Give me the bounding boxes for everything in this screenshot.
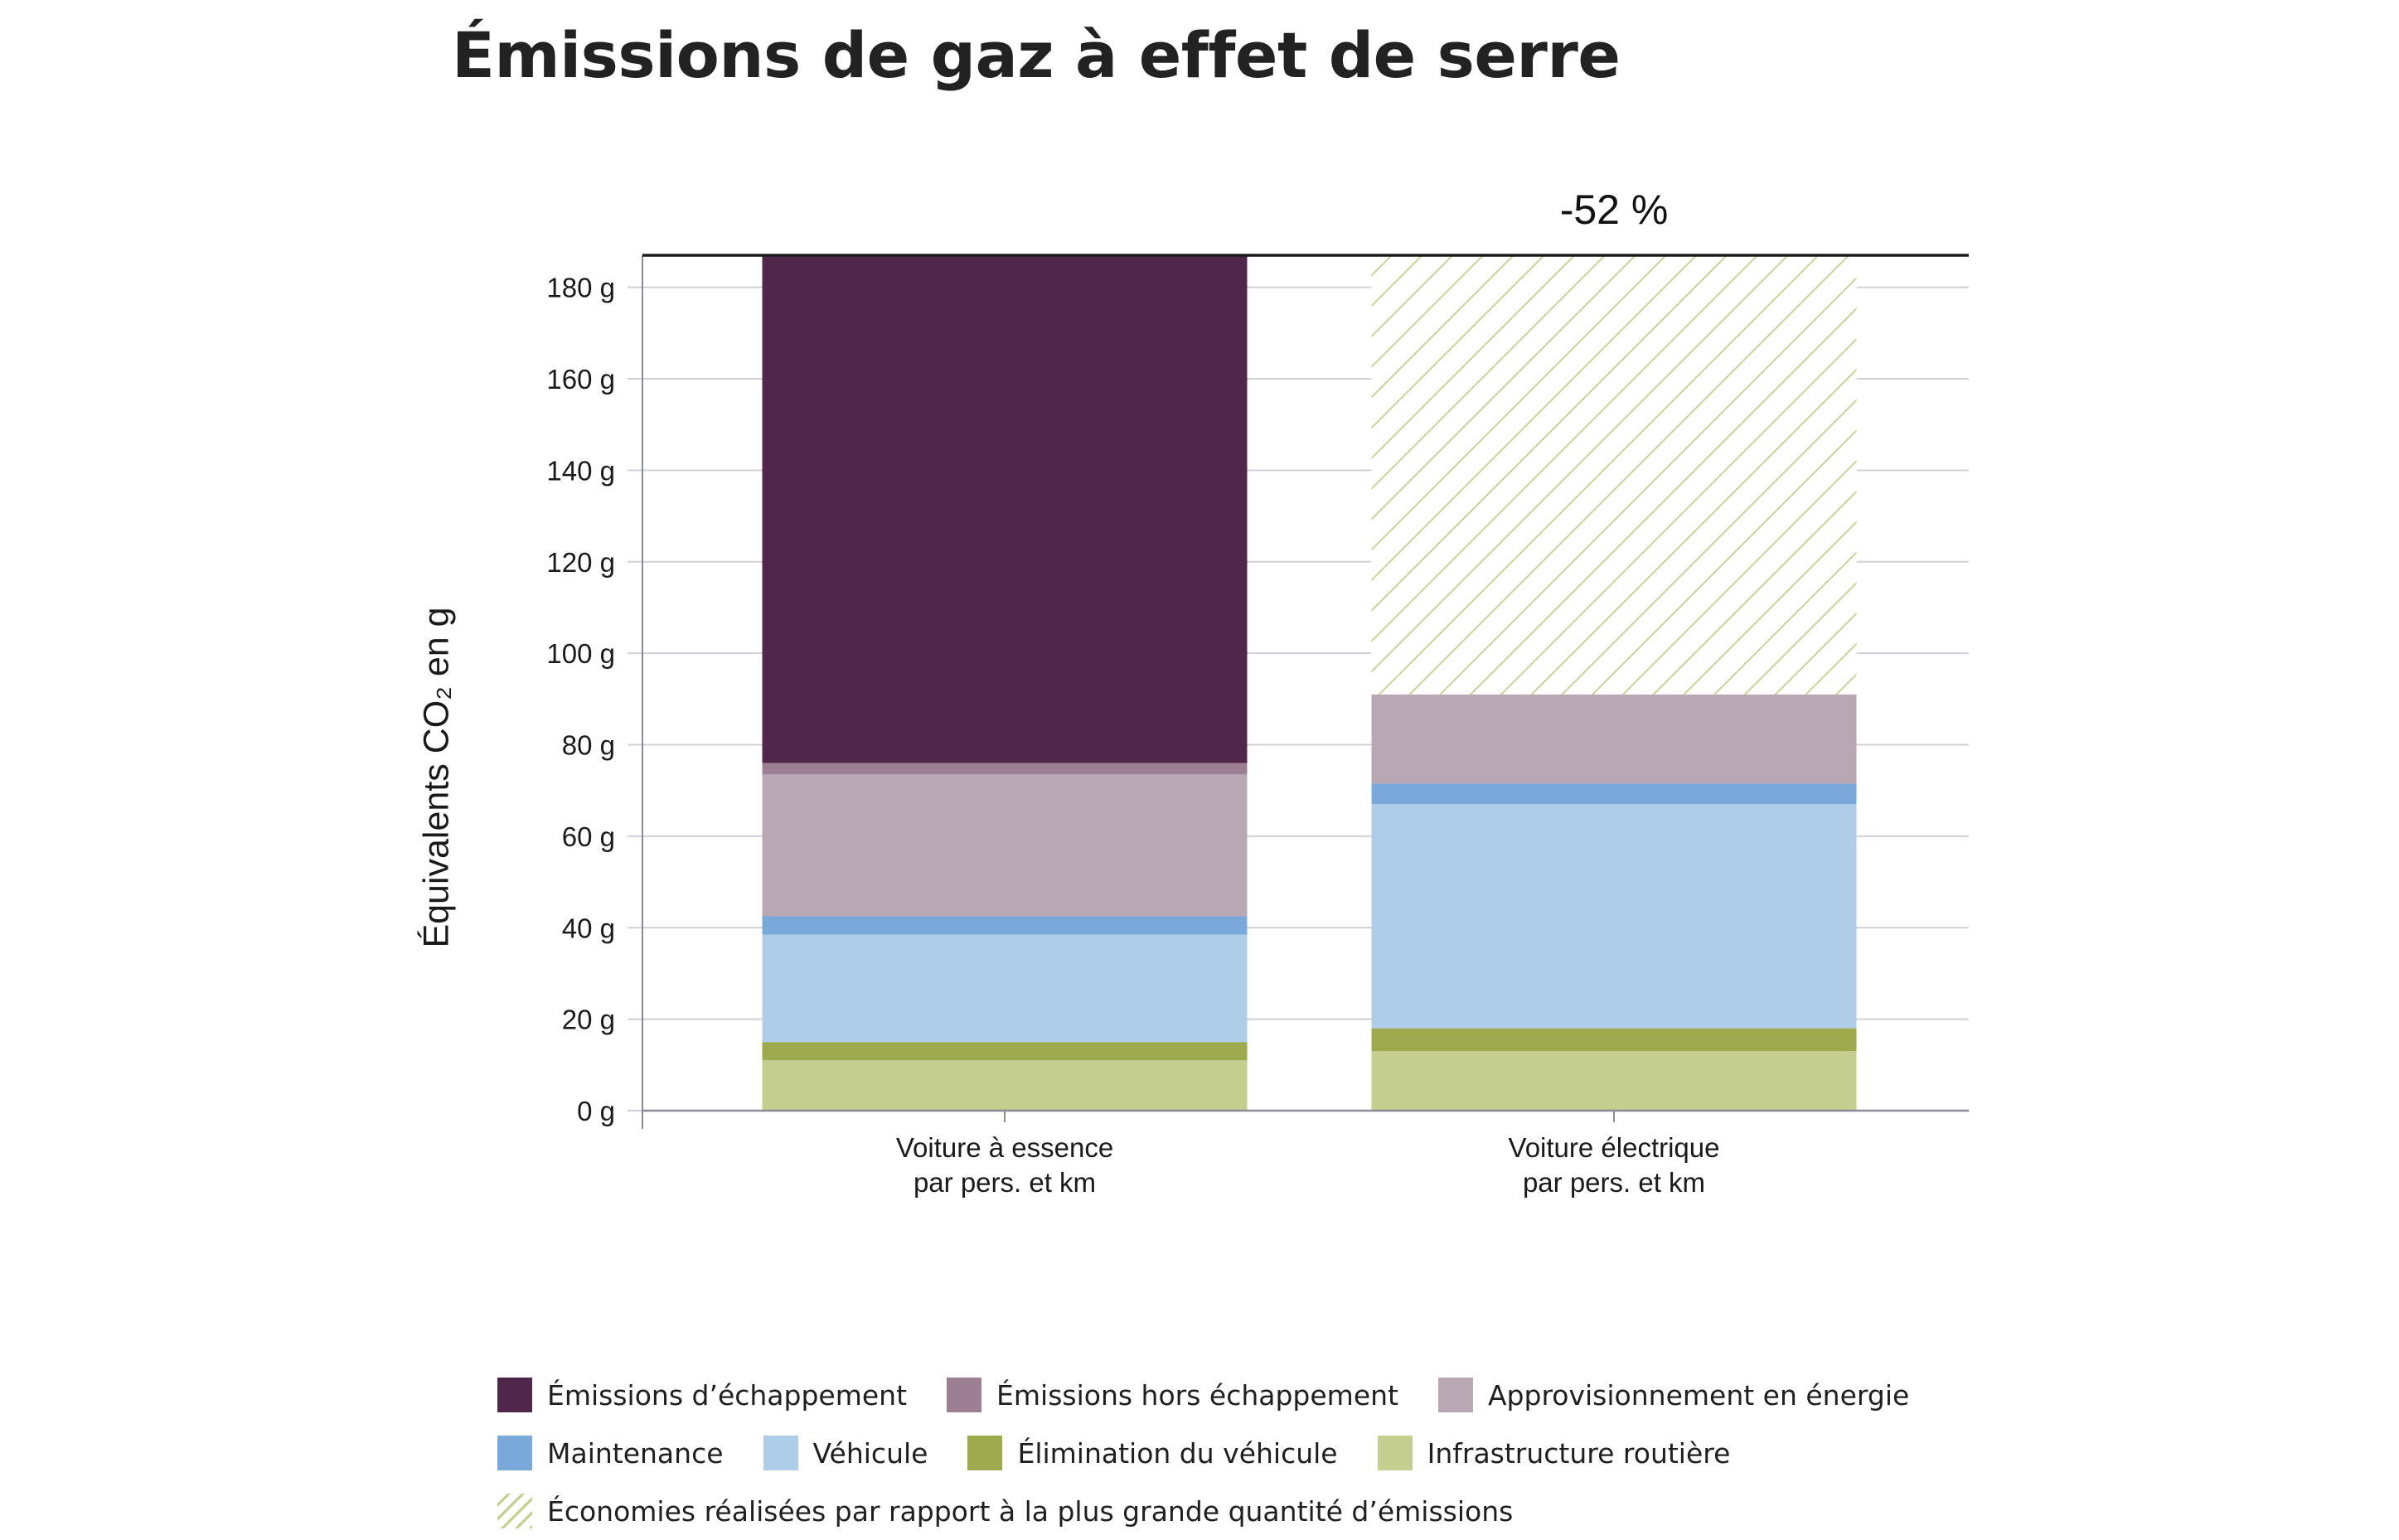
x-category-label: par pers. et km	[1523, 1167, 1705, 1198]
legend-swatch	[763, 1436, 798, 1470]
legend: Émissions d’échappement Émissions hors éc…	[497, 1366, 2072, 1540]
y-axis-label: Équivalents CO₂ en g	[416, 607, 457, 948]
y-tick-label: 180 g	[546, 273, 615, 303]
legend-label: Émissions hors échappement	[996, 1378, 1398, 1412]
legend-swatch	[497, 1494, 532, 1528]
bar-segment-energie	[762, 774, 1248, 917]
legend-label: Élimination du véhicule	[1017, 1436, 1338, 1470]
bar-segment-energie	[1371, 694, 1857, 784]
bars	[762, 255, 1857, 1111]
reduction-annotation: -52 %	[1560, 186, 1669, 233]
legend-label: Véhicule	[812, 1436, 928, 1470]
chart-title: Émissions de gaz à effet de serre	[452, 18, 1621, 92]
bar-segment-maintenance	[762, 916, 1248, 935]
y-tick-label: 120 g	[546, 547, 615, 578]
y-tick-label: 160 g	[546, 364, 615, 395]
bar-segment-infrastructure	[762, 1060, 1248, 1111]
legend-row: Émissions d’échappement Émissions hors éc…	[497, 1366, 2072, 1424]
y-tick-label: 80 g	[562, 730, 615, 761]
legend-swatch	[967, 1436, 1003, 1470]
bar-segment-echappement	[762, 255, 1248, 763]
legend-label: Maintenance	[547, 1436, 724, 1470]
legend-swatch	[1437, 1378, 1473, 1412]
bar-segment-maintenance	[1371, 783, 1857, 805]
legend-label: Approvisionnement en énergie	[1487, 1378, 1910, 1412]
legend-label: Infrastructure routière	[1427, 1436, 1731, 1470]
legend-swatch	[497, 1436, 532, 1470]
legend-item-economies: Économies réalisées par rapport à la plu…	[497, 1494, 1513, 1528]
legend-item-energie: Approvisionnement en énergie	[1437, 1378, 1910, 1412]
legend-label: Économies réalisées par rapport à la plu…	[547, 1494, 1514, 1528]
x-category-label: par pers. et km	[914, 1167, 1096, 1198]
legend-item-elimination: Élimination du véhicule	[967, 1436, 1338, 1470]
legend-swatch	[947, 1378, 982, 1412]
y-tick-label: 0 g	[577, 1096, 615, 1126]
axes: 0 g 20 g 40 g 60 g 80 g 100 g 120 g 140 g 160 g 1…	[546, 186, 1969, 1198]
legend-row: Maintenance Véhicule Élimination du véhicu…	[497, 1424, 2072, 1482]
bar-segment-infrastructure	[1371, 1051, 1857, 1111]
y-tick-label: 20 g	[562, 1005, 615, 1035]
legend-item-infrastructure: Infrastructure routière	[1377, 1436, 1731, 1470]
y-tick-label: 60 g	[562, 821, 615, 852]
bar-segment-vehicule	[1371, 804, 1857, 1029]
legend-row: Économies réalisées par rapport à la plu…	[497, 1482, 2072, 1540]
bar-segment-elimination	[1371, 1028, 1857, 1052]
bar-segment-vehicule	[762, 934, 1248, 1043]
x-category-label: Voiture à essence	[896, 1132, 1113, 1163]
bar-segment-economies	[1371, 255, 1857, 695]
x-category-label: Voiture électrique	[1509, 1132, 1720, 1163]
legend-item-hors_echappement: Émissions hors échappement	[947, 1378, 1398, 1412]
legend-swatch	[497, 1378, 532, 1412]
legend-swatch	[1377, 1436, 1413, 1470]
y-tick-label: 100 g	[546, 638, 615, 669]
legend-item-echappement: Émissions d’échappement	[497, 1378, 907, 1412]
y-tick-label: 40 g	[562, 913, 615, 943]
bar-segment-elimination	[762, 1042, 1248, 1061]
legend-item-maintenance: Maintenance	[497, 1436, 724, 1470]
legend-label: Émissions d’échappement	[547, 1378, 908, 1412]
legend-item-vehicule: Véhicule	[763, 1436, 928, 1470]
bar-segment-hors_echappement	[762, 763, 1248, 775]
y-tick-label: 140 g	[546, 455, 615, 486]
